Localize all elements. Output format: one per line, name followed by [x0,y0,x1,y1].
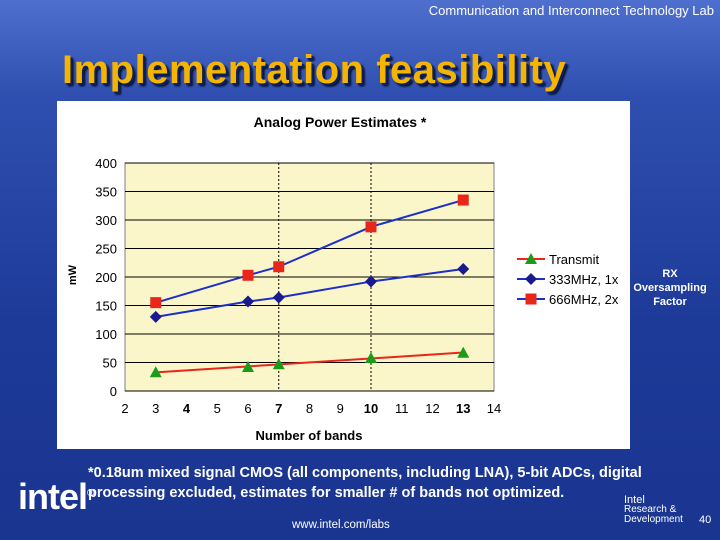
legend-marker [525,273,537,285]
series-1-point [365,351,377,363]
series-1-point [272,358,285,370]
footnote: *0.18um mixed signal CMOS (all component… [88,465,642,501]
x-tick-label: 4 [183,401,191,416]
legend-label: 666MHz, 2x [549,292,619,307]
factor-line-2: Oversampling [633,282,707,294]
slide-title: Implementation feasibility [62,48,567,92]
x-tick-label: 14 [487,401,501,416]
series-2-point [365,275,377,288]
y-tick-label: 50 [103,356,117,371]
series-1-point [242,361,254,373]
x-tick-label: 12 [425,401,439,416]
x-tick-label: 8 [306,401,313,416]
y-tick-label: 300 [95,213,117,228]
x-tick-label: 6 [244,401,251,416]
y-axis-title: mW [67,264,79,285]
series-2-point [272,291,285,304]
rd-line-3: Development [624,514,683,525]
x-tick-label: 3 [152,401,159,416]
chart-panel: 0 50 100 150 200 250 300 350 400 2 3 4 5 6 7 8 9 10 11 12 13… [57,101,630,449]
series-1-point [149,366,162,378]
chart-title: Analog Power Estimates * [254,114,427,130]
y-tick-label: 100 [95,327,117,342]
x-tick-label: 11 [395,401,409,416]
y-tick-label: 400 [95,156,117,171]
legend-marker [525,253,537,264]
series-1-point [457,346,470,358]
rd-line-1: Intel [624,494,645,506]
intel-logo: intel® [18,476,94,518]
series-2-point [242,295,254,308]
series-3-point [365,221,377,233]
x-axis-title: Number of bands [256,428,363,443]
x-tick-label: 13 [456,401,470,416]
intel-research-development: Intel Research & Development [624,495,683,525]
series-2-point [457,263,470,276]
legend-marker [525,293,537,305]
rd-line-2: Research & [624,504,677,515]
legend-label: Transmit [549,252,599,267]
legend-label: 333MHz, 1x [549,272,619,287]
x-tick-label: 10 [364,401,378,416]
x-tick-label: 5 [214,401,221,416]
y-tick-label: 250 [95,242,117,257]
series-3-point [242,269,254,281]
y-tick-label: 200 [95,270,117,285]
rx-oversampling-factor-label: RX Oversampling Factor [626,267,714,309]
series-1-line [155,351,464,374]
x-tick-label: 7 [275,401,282,416]
footer-url[interactable]: www.intel.com/labs [292,519,390,531]
header-lab-name: Communication and Interconnect Technolog… [428,3,714,18]
factor-line-1: RX [662,268,678,280]
logo-registered: ® [87,488,94,499]
logo-part-1: int [18,476,60,517]
page-number: 40 [699,514,712,526]
series-3-point [273,261,285,273]
logo-part-2: el [58,476,88,517]
y-tick-label: 350 [95,185,117,200]
x-tick-label: 2 [121,401,128,416]
series-2-point [149,310,162,323]
y-tick-label: 0 [110,384,117,399]
series-3-point [150,297,162,309]
y-tick-label: 150 [95,299,117,314]
x-tick-label: 9 [337,401,344,416]
factor-line-3: Factor [653,296,687,308]
power-chart: 0 50 100 150 200 250 300 350 400 2 3 4 5 6 7 8 9 10 11 12 13… [67,114,619,443]
series-3-point [457,194,469,206]
